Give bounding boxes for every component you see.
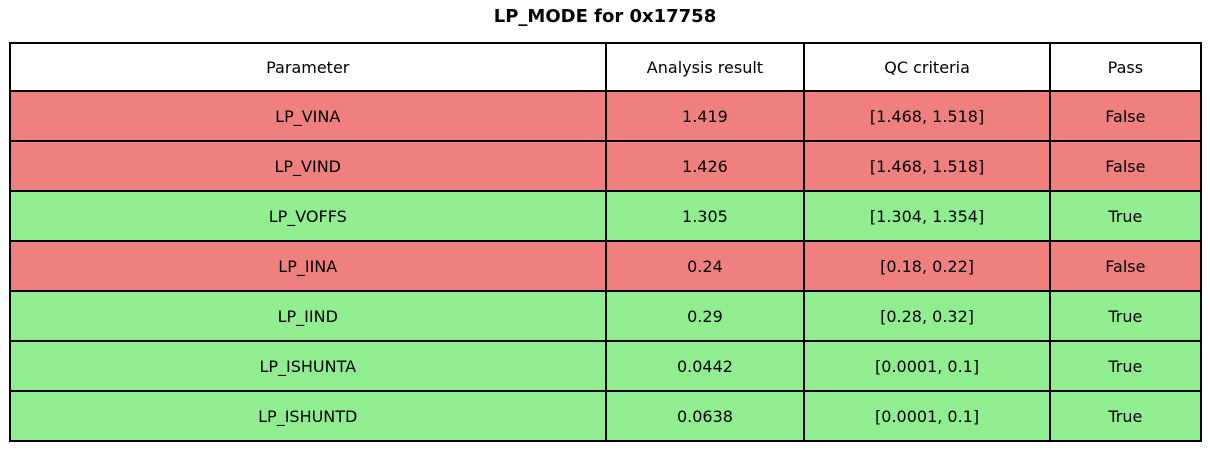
- cell-qc-criteria: [1.304, 1.354]: [803, 190, 1051, 242]
- qc-results-table: Parameter Analysis result QC criteria Pa…: [9, 42, 1203, 442]
- cell-pass: False: [1048, 240, 1203, 292]
- column-header-analysis-result: Analysis result: [604, 42, 806, 92]
- table-row: LP_IINA 0.24 [0.18, 0.22] False: [9, 240, 1203, 292]
- cell-analysis-result: 1.305: [604, 190, 806, 242]
- cell-analysis-result: 1.419: [604, 90, 806, 142]
- cell-analysis-result: 0.0442: [604, 340, 806, 392]
- cell-qc-criteria: [1.468, 1.518]: [803, 140, 1051, 192]
- column-header-parameter: Parameter: [9, 42, 607, 92]
- cell-qc-criteria: [1.468, 1.518]: [803, 90, 1051, 142]
- cell-parameter: LP_ISHUNTD: [9, 390, 607, 442]
- table-header-row: Parameter Analysis result QC criteria Pa…: [9, 42, 1203, 92]
- cell-pass: True: [1048, 190, 1203, 242]
- cell-parameter: LP_ISHUNTA: [9, 340, 607, 392]
- table-row: LP_ISHUNTD 0.0638 [0.0001, 0.1] True: [9, 390, 1203, 442]
- cell-qc-criteria: [0.0001, 0.1]: [803, 340, 1051, 392]
- cell-pass: True: [1048, 390, 1203, 442]
- chart-title: LP_MODE for 0x17758: [493, 6, 717, 27]
- cell-qc-criteria: [0.28, 0.32]: [803, 290, 1051, 342]
- column-header-qc-criteria: QC criteria: [803, 42, 1051, 92]
- cell-pass: True: [1048, 340, 1203, 392]
- cell-parameter: LP_VOFFS: [9, 190, 607, 242]
- table-row: LP_VINA 1.419 [1.468, 1.518] False: [9, 90, 1203, 142]
- cell-parameter: LP_IIND: [9, 290, 607, 342]
- cell-qc-criteria: [0.0001, 0.1]: [803, 390, 1051, 442]
- cell-parameter: LP_VINA: [9, 90, 607, 142]
- table-row: LP_IIND 0.29 [0.28, 0.32] True: [9, 290, 1203, 342]
- cell-parameter: LP_IINA: [9, 240, 607, 292]
- cell-pass: False: [1048, 90, 1203, 142]
- cell-qc-criteria: [0.18, 0.22]: [803, 240, 1051, 292]
- cell-analysis-result: 0.0638: [604, 390, 806, 442]
- table-row: LP_VOFFS 1.305 [1.304, 1.354] True: [9, 190, 1203, 242]
- cell-pass: True: [1048, 290, 1203, 342]
- cell-parameter: LP_VIND: [9, 140, 607, 192]
- cell-analysis-result: 0.24: [604, 240, 806, 292]
- table-row: LP_ISHUNTA 0.0442 [0.0001, 0.1] True: [9, 340, 1203, 392]
- cell-analysis-result: 1.426: [604, 140, 806, 192]
- cell-pass: False: [1048, 140, 1203, 192]
- column-header-pass: Pass: [1048, 42, 1203, 92]
- cell-analysis-result: 0.29: [604, 290, 806, 342]
- table-row: LP_VIND 1.426 [1.468, 1.518] False: [9, 140, 1203, 192]
